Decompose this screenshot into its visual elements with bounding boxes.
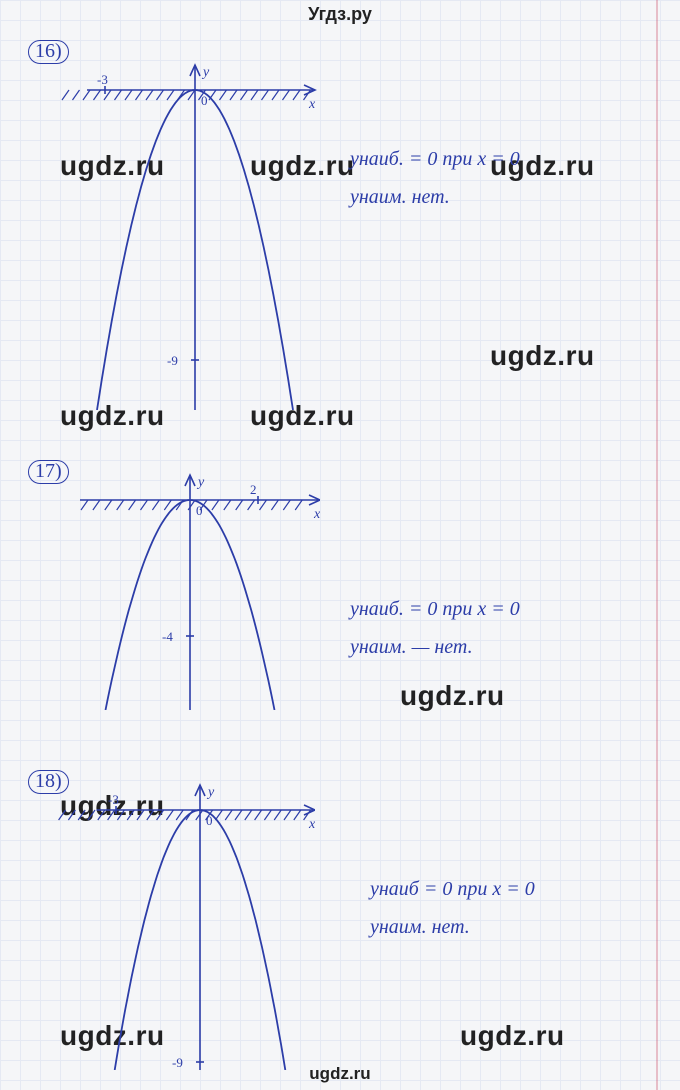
watermark: ugdz.ru — [400, 680, 505, 712]
answer-line: yнаим. — нет. — [350, 628, 520, 666]
svg-text:2: 2 — [250, 482, 257, 497]
problem-number: 17) — [28, 460, 69, 484]
svg-text:x: x — [308, 817, 315, 832]
svg-text:-9: -9 — [172, 1055, 183, 1070]
answer-text: yнаиб. = 0 при x = 0yнаим. нет. — [350, 140, 520, 216]
parabola-graph: 0yx-3-9 — [60, 40, 320, 410]
svg-text:y: y — [206, 785, 215, 800]
answer-line: yнаиб. = 0 при x = 0 — [350, 140, 520, 178]
watermark: ugdz.ru — [460, 1020, 565, 1052]
svg-text:-3: -3 — [108, 792, 119, 807]
answer-line: yнаиб. = 0 при x = 0 — [350, 590, 520, 628]
svg-text:0: 0 — [196, 503, 203, 518]
svg-text:-4: -4 — [162, 629, 173, 644]
svg-text:-3: -3 — [97, 72, 108, 87]
svg-text:x: x — [313, 507, 320, 522]
notebook-margin — [656, 0, 658, 1090]
answer-text: yнаиб = 0 при x = 0yнаим. нет. — [370, 870, 535, 946]
answer-text: yнаиб. = 0 при x = 0yнаим. — нет. — [350, 590, 520, 666]
answer-line: yнаиб = 0 при x = 0 — [370, 870, 535, 908]
parabola-graph: 0yx-3-9 — [55, 770, 315, 1070]
svg-text:y: y — [196, 475, 205, 490]
answer-line: yнаим. нет. — [370, 908, 535, 946]
svg-text:x: x — [308, 97, 316, 112]
svg-text:y: y — [201, 65, 210, 80]
svg-text:-9: -9 — [167, 353, 178, 368]
parabola-graph: 0 y x 2 -4 — [80, 460, 320, 710]
site-header: Угдз.ру — [0, 4, 680, 25]
watermark: ugdz.ru — [490, 340, 595, 372]
answer-line: yнаим. нет. — [350, 178, 520, 216]
